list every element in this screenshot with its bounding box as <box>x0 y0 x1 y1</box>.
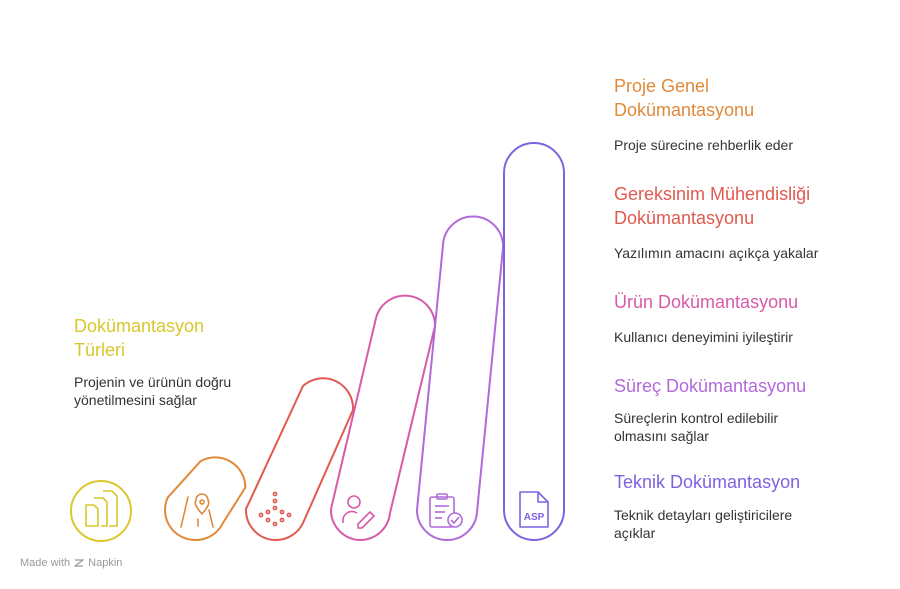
item-title-technical: Teknik Dokümantasyon <box>614 470 874 494</box>
documents-icon <box>86 491 117 526</box>
item-desc-technical: Teknik detayları geliştiricilere açıklar <box>614 506 824 542</box>
item-desc-process: Süreçlerin kontrol edilebilir olmasını s… <box>614 409 814 445</box>
item-title-project: Proje Genel Dokümantasyonu <box>614 74 804 122</box>
asp-label: ASP <box>524 512 545 523</box>
clipboard-check-icon <box>430 494 462 527</box>
footer-brand: Napkin <box>88 557 122 569</box>
left-block-title: Dokümantasyon Türleri <box>74 314 244 362</box>
left-block-description: Projenin ve ürünün doğru yönetilmesini s… <box>74 373 274 409</box>
napkin-logo-icon <box>74 558 84 568</box>
base-circle <box>71 481 131 541</box>
item-desc-requirements: Yazılımın amacını açıkça yakalar <box>614 244 874 262</box>
step-pill-orange <box>165 457 245 540</box>
process-flow-icon <box>259 492 290 525</box>
item-title-process: Süreç Dokümantasyonu <box>614 374 874 398</box>
footer-made-with: Made with <box>20 557 70 569</box>
step-pill-pink <box>331 296 435 540</box>
step-pill-violet <box>504 143 564 540</box>
item-title-requirements: Gereksinim Mühendisliği Dokümantasyonu <box>614 182 844 230</box>
item-desc-product: Kullanıcı deneyimini iyileştirir <box>614 328 874 346</box>
step-pill-purple <box>417 216 503 540</box>
map-pin-icon <box>181 494 213 527</box>
footer-credit: Made with Napkin <box>20 557 122 569</box>
item-title-product: Ürün Dokümantasyonu <box>614 290 874 314</box>
user-edit-icon <box>343 496 374 528</box>
item-desc-project: Proje sürecine rehberlik eder <box>614 136 874 154</box>
